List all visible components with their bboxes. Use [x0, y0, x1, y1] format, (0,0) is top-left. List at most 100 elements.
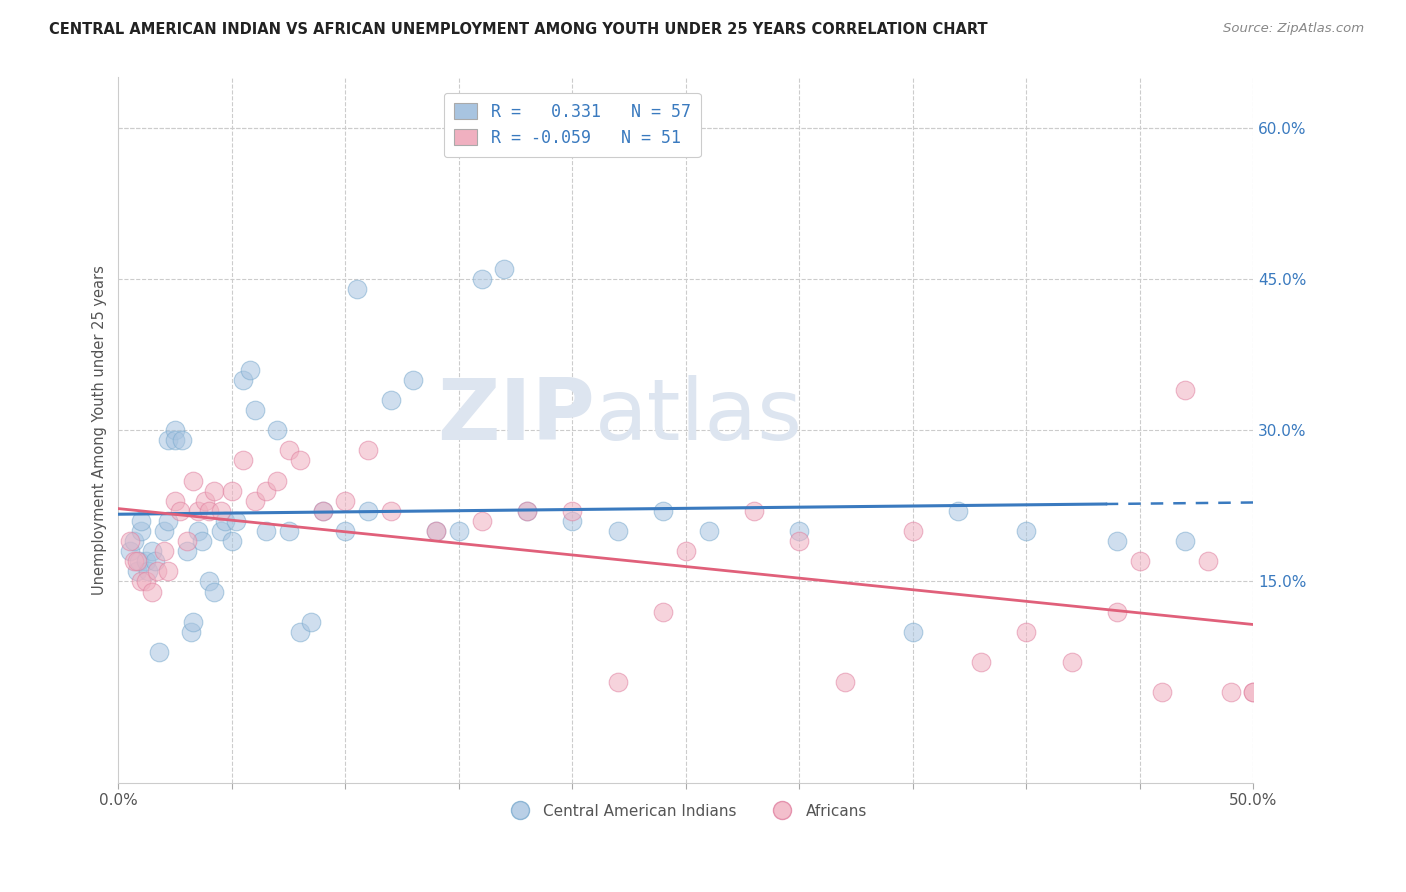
Point	[157, 565, 180, 579]
Point	[239, 363, 262, 377]
Point	[312, 504, 335, 518]
Point	[165, 434, 187, 448]
Point	[198, 574, 221, 589]
Point	[187, 524, 209, 538]
Point	[357, 443, 380, 458]
Point	[561, 514, 583, 528]
Point	[277, 443, 299, 458]
Text: atlas: atlas	[595, 375, 803, 458]
Point	[1174, 534, 1197, 549]
Point	[165, 423, 187, 437]
Point	[970, 655, 993, 669]
Point	[494, 262, 516, 277]
Point	[561, 504, 583, 518]
Point	[277, 524, 299, 538]
Point	[447, 524, 470, 538]
Point	[471, 272, 494, 286]
Point	[1060, 655, 1083, 669]
Point	[170, 434, 193, 448]
Point	[346, 282, 368, 296]
Point	[129, 514, 152, 528]
Point	[118, 544, 141, 558]
Point	[288, 624, 311, 639]
Point	[243, 493, 266, 508]
Point	[1174, 383, 1197, 397]
Point	[232, 373, 254, 387]
Point	[1015, 624, 1038, 639]
Point	[299, 615, 322, 629]
Point	[209, 504, 232, 518]
Point	[402, 373, 425, 387]
Point	[606, 675, 628, 690]
Point	[202, 483, 225, 498]
Point	[176, 544, 198, 558]
Point	[135, 554, 157, 568]
Point	[471, 514, 494, 528]
Point	[516, 504, 538, 518]
Point	[380, 392, 402, 407]
Point	[312, 504, 335, 518]
Point	[254, 483, 277, 498]
Point	[157, 514, 180, 528]
Point	[129, 574, 152, 589]
Point	[1241, 685, 1264, 699]
Point	[153, 524, 176, 538]
Point	[425, 524, 447, 538]
Point	[146, 565, 169, 579]
Point	[742, 504, 765, 518]
Point	[221, 534, 243, 549]
Point	[165, 493, 187, 508]
Point	[789, 524, 811, 538]
Point	[1219, 685, 1241, 699]
Point	[357, 504, 380, 518]
Point	[135, 574, 157, 589]
Point	[180, 624, 202, 639]
Point	[335, 524, 357, 538]
Point	[834, 675, 856, 690]
Point	[124, 534, 146, 549]
Point	[157, 434, 180, 448]
Point	[214, 514, 236, 528]
Point	[901, 524, 924, 538]
Point	[136, 565, 159, 579]
Point	[266, 423, 288, 437]
Legend: Central American Indians, Africans: Central American Indians, Africans	[499, 797, 873, 825]
Point	[125, 554, 148, 568]
Point	[948, 504, 970, 518]
Point	[232, 453, 254, 467]
Point	[380, 504, 402, 518]
Point	[335, 493, 357, 508]
Point	[143, 554, 166, 568]
Point	[1015, 524, 1038, 538]
Point	[153, 544, 176, 558]
Point	[652, 504, 675, 518]
Text: Source: ZipAtlas.com: Source: ZipAtlas.com	[1223, 22, 1364, 36]
Y-axis label: Unemployment Among Youth under 25 years: Unemployment Among Youth under 25 years	[93, 265, 107, 595]
Point	[124, 554, 146, 568]
Point	[652, 605, 675, 619]
Point	[125, 565, 148, 579]
Text: ZIP: ZIP	[437, 375, 595, 458]
Point	[148, 645, 170, 659]
Point	[225, 514, 247, 528]
Point	[1152, 685, 1174, 699]
Point	[1107, 605, 1129, 619]
Point	[169, 504, 191, 518]
Point	[129, 524, 152, 538]
Point	[254, 524, 277, 538]
Point	[209, 524, 232, 538]
Point	[128, 554, 150, 568]
Point	[675, 544, 697, 558]
Point	[266, 474, 288, 488]
Point	[118, 534, 141, 549]
Point	[141, 544, 163, 558]
Point	[1241, 685, 1264, 699]
Point	[198, 504, 221, 518]
Point	[187, 504, 209, 518]
Point	[191, 534, 214, 549]
Point	[1107, 534, 1129, 549]
Point	[141, 584, 163, 599]
Point	[221, 483, 243, 498]
Text: CENTRAL AMERICAN INDIAN VS AFRICAN UNEMPLOYMENT AMONG YOUTH UNDER 25 YEARS CORRE: CENTRAL AMERICAN INDIAN VS AFRICAN UNEMP…	[49, 22, 988, 37]
Point	[1197, 554, 1219, 568]
